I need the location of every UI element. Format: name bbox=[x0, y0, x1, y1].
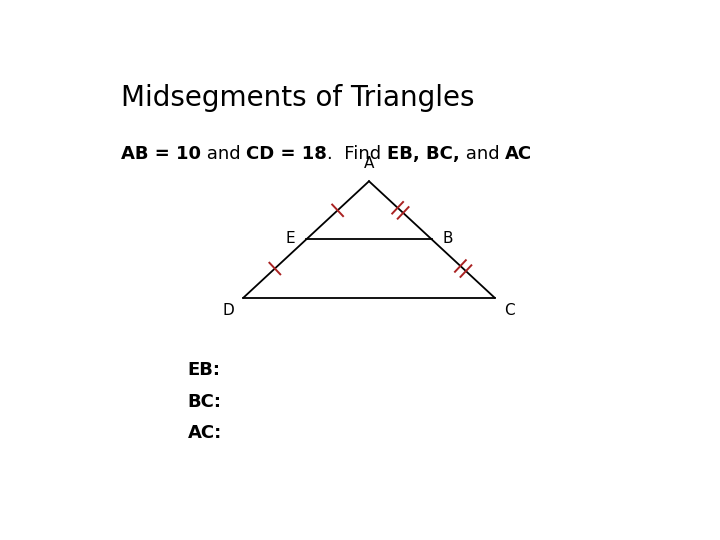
Text: D: D bbox=[222, 303, 234, 318]
Text: CD = 18: CD = 18 bbox=[246, 145, 327, 163]
Text: C: C bbox=[504, 303, 515, 318]
Text: .  Find: . Find bbox=[327, 145, 387, 163]
Text: BC:: BC: bbox=[188, 393, 222, 410]
Text: E: E bbox=[286, 231, 295, 246]
Text: A: A bbox=[364, 156, 374, 171]
Text: Midsegments of Triangles: Midsegments of Triangles bbox=[121, 84, 474, 112]
Text: AC: AC bbox=[505, 145, 532, 163]
Text: AC:: AC: bbox=[188, 424, 222, 442]
Text: EB:: EB: bbox=[188, 361, 220, 380]
Text: B: B bbox=[443, 231, 453, 246]
Text: EB, BC,: EB, BC, bbox=[387, 145, 459, 163]
Text: AB = 10: AB = 10 bbox=[121, 145, 201, 163]
Text: and: and bbox=[459, 145, 505, 163]
Text: and: and bbox=[201, 145, 246, 163]
